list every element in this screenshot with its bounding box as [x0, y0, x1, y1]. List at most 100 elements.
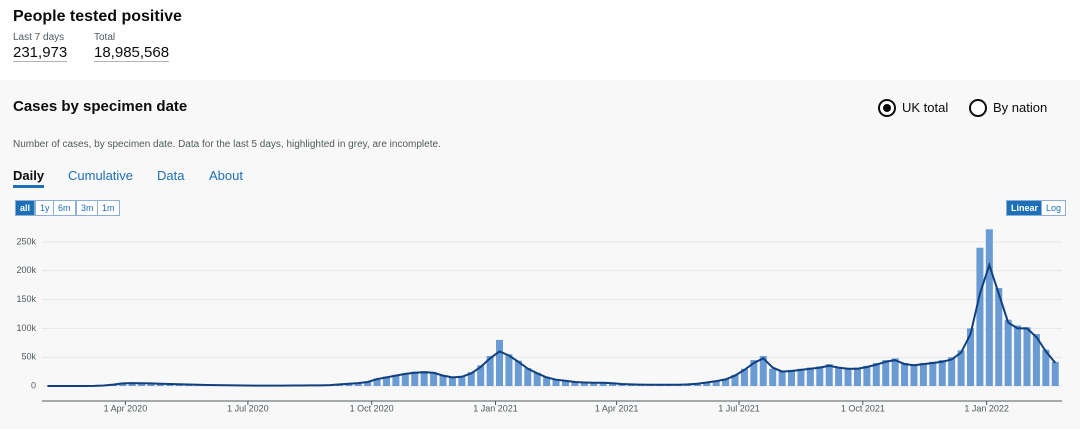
panel: Cases by specimen date UK total By natio…	[0, 80, 1080, 429]
bar	[985, 229, 993, 386]
bar	[778, 370, 786, 386]
bar	[552, 379, 560, 386]
bar	[533, 372, 541, 386]
bar	[1004, 319, 1012, 386]
bar	[740, 368, 748, 386]
x-tick-label: 1 Apr 2021	[595, 403, 639, 413]
bar	[712, 380, 720, 386]
range-button[interactable]: 1m	[97, 200, 120, 216]
bar	[439, 375, 447, 386]
bar	[128, 383, 136, 386]
bar	[411, 371, 419, 386]
bar	[759, 356, 767, 386]
x-tick-label: 1 Oct 2021	[841, 403, 885, 413]
bar	[524, 368, 532, 386]
bar	[420, 371, 428, 386]
bar	[590, 382, 598, 386]
bar	[797, 368, 805, 386]
value: 231,973	[13, 44, 68, 62]
bar	[486, 356, 494, 386]
bar	[354, 382, 362, 386]
bar	[853, 367, 861, 386]
bar	[467, 372, 475, 386]
bar	[1032, 334, 1040, 386]
bar	[948, 357, 956, 386]
bar	[138, 383, 146, 386]
bar	[448, 376, 456, 386]
range-button[interactable]: all	[15, 200, 36, 216]
bar	[910, 364, 918, 386]
bar	[609, 383, 617, 386]
panel-title: Cases by specimen date	[13, 98, 188, 115]
bar	[1042, 349, 1050, 386]
x-tick-label: 1 Jan 2022	[964, 403, 1009, 413]
y-tick-label: 150k	[16, 294, 36, 304]
bar	[1014, 325, 1022, 386]
range-button[interactable]: 1y	[35, 200, 55, 216]
radio-label[interactable]: UK total	[902, 100, 949, 115]
bar	[816, 366, 824, 386]
bar	[938, 360, 946, 386]
x-tick-label: 1 Oct 2020	[350, 403, 394, 413]
bar	[119, 382, 127, 386]
description: Number of cases, by specimen date. Data …	[13, 139, 441, 150]
bar	[891, 358, 899, 386]
range-button[interactable]: 3m	[76, 200, 99, 216]
bar	[825, 364, 833, 386]
bar	[373, 378, 381, 386]
bar	[995, 288, 1003, 386]
bar	[382, 376, 390, 386]
x-tick-label: 1 Jul 2020	[227, 403, 269, 413]
bar	[919, 362, 927, 386]
bar	[364, 381, 372, 386]
bar	[882, 360, 890, 386]
bar	[505, 354, 513, 386]
x-tick-label: 1 Jul 2021	[718, 403, 760, 413]
bar	[392, 374, 400, 386]
tab[interactable]: Data	[157, 168, 185, 183]
radio-label[interactable]: By nation	[993, 100, 1048, 115]
bar	[147, 383, 155, 386]
tab[interactable]: Cumulative	[68, 168, 134, 183]
scale-button[interactable]: Log	[1041, 200, 1067, 216]
y-tick-label: 50k	[21, 352, 36, 362]
bar	[835, 366, 843, 386]
bar	[1023, 327, 1031, 386]
bar	[693, 383, 701, 386]
bar	[788, 369, 796, 386]
bar	[731, 374, 739, 386]
bar	[401, 373, 409, 386]
bar	[929, 361, 937, 386]
bar	[543, 376, 551, 386]
bar	[703, 382, 711, 386]
bar	[976, 247, 984, 386]
bar	[496, 339, 504, 386]
bar	[722, 378, 730, 386]
bar	[156, 383, 164, 386]
range-button[interactable]: 6m	[53, 200, 76, 216]
x-tick-label: 1 Jan 2021	[473, 403, 518, 413]
y-tick-label: 100k	[16, 323, 36, 333]
bar	[580, 382, 588, 386]
radio[interactable]	[969, 99, 987, 117]
label: Total	[94, 32, 116, 43]
bar	[571, 381, 579, 386]
x-tick-label: 1 Apr 2020	[104, 403, 148, 413]
scale-button[interactable]: Linear	[1006, 200, 1044, 216]
bar	[599, 382, 607, 386]
bar	[957, 350, 965, 386]
bar	[901, 362, 909, 386]
tab[interactable]: Daily	[13, 168, 45, 188]
y-tick-label: 0	[31, 380, 36, 390]
chart: 0 50k 100k 150k 200k 250k 1 Apr 2020 1 Jul 2020…	[16, 229, 1062, 413]
bar	[863, 365, 871, 386]
bar	[844, 368, 852, 386]
bar	[477, 365, 485, 386]
bar	[966, 328, 974, 386]
average-line	[47, 261, 1057, 387]
radio[interactable]	[878, 99, 896, 117]
bar	[458, 375, 466, 386]
y-tick-label: 250k	[16, 236, 36, 246]
tab[interactable]: About	[209, 168, 243, 183]
bar	[750, 360, 758, 386]
